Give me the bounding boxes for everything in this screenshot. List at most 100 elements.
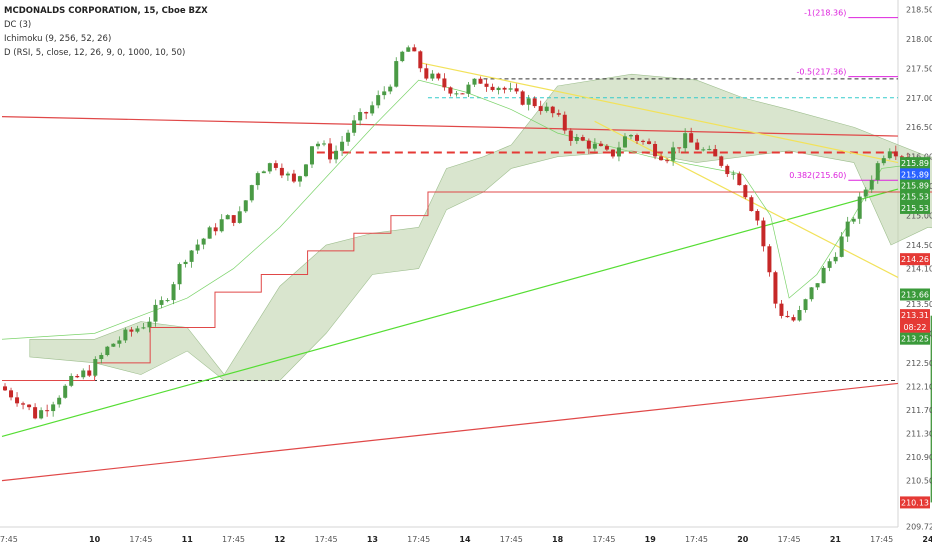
candle (508, 82, 513, 92)
candle (785, 310, 790, 318)
candle (183, 259, 188, 268)
candle-body (376, 95, 381, 106)
candle (460, 93, 465, 95)
candle (15, 392, 20, 407)
x-tick-label-11: 18 (552, 535, 564, 544)
candle-body (412, 47, 417, 52)
candle-body (279, 167, 284, 176)
candle (195, 239, 200, 254)
price-tag-5: 214.26 (900, 253, 930, 266)
price-tag-box (900, 190, 930, 203)
candle-body (580, 137, 585, 141)
candle (659, 152, 664, 161)
candles (3, 44, 928, 420)
candle-body (538, 106, 543, 112)
candle (647, 138, 652, 145)
candle (622, 133, 627, 148)
trendline-3 (418, 61, 899, 164)
candle (478, 76, 483, 84)
candle-body (430, 73, 435, 79)
candle (352, 115, 357, 136)
candle (105, 345, 110, 357)
trendline-1 (1, 382, 899, 482)
candle (887, 148, 892, 160)
candle (743, 184, 748, 200)
candle-body (550, 106, 555, 114)
candle-body (887, 151, 892, 159)
candle (809, 286, 814, 302)
price-tag-label: 08:22 (903, 323, 926, 332)
candle (707, 145, 712, 151)
candle (129, 326, 134, 337)
candle-body (159, 300, 164, 305)
x-tick-label-0: 17:45 (0, 535, 18, 544)
candle-body (33, 407, 38, 419)
candle-body (502, 87, 507, 90)
candle (574, 133, 579, 145)
candle (875, 161, 880, 184)
candle-body (382, 91, 387, 96)
candle-body (346, 132, 351, 142)
candle (147, 317, 152, 333)
candle (628, 134, 633, 140)
candle-body (490, 86, 495, 91)
candle-body (695, 142, 700, 150)
x-tick-label-2: 17:45 (129, 535, 152, 544)
candle (797, 305, 802, 322)
candle-body (243, 200, 248, 212)
candle (3, 383, 8, 392)
candle (309, 146, 314, 168)
candle (159, 296, 164, 309)
y-tick-label-13: 212.10 (906, 382, 932, 391)
candle (442, 73, 447, 91)
candle-body (761, 220, 766, 247)
price-tag-box (900, 496, 930, 509)
legend-d-indicator[interactable]: D (RSI, 5, close, 12, 26, 9, 0, 1000, 10… (4, 48, 186, 58)
candle (394, 57, 399, 88)
candle-body (875, 163, 880, 181)
candle (803, 298, 808, 313)
candle-body (93, 359, 98, 376)
candle-body (604, 146, 609, 150)
candle-body (99, 355, 104, 360)
candle (358, 108, 363, 126)
candle (893, 145, 898, 160)
y-tick-label-9: 214.10 (906, 265, 932, 274)
legend-title[interactable]: MCDONALDS CORPORATION, 15, Cboe BZX (4, 6, 208, 16)
price-tag-label: 214.26 (901, 255, 929, 264)
candle (315, 141, 320, 150)
candle (201, 237, 206, 250)
legend-ichimoku[interactable]: Ichimoku (9, 256, 52, 26) (4, 34, 112, 44)
y-tick-label-2: 217.50 (906, 64, 932, 73)
candle (412, 44, 417, 52)
candle-body (653, 143, 658, 157)
price-tag-0: 215.89 (900, 157, 930, 170)
candle-body (406, 47, 411, 52)
price-tag-box (900, 253, 930, 266)
candle-body (725, 165, 730, 175)
candle-body (195, 244, 200, 251)
candle-body (291, 173, 296, 182)
candle (171, 281, 176, 305)
candle (81, 368, 86, 380)
donchian-line (2, 191, 932, 381)
x-tick-label-19: 24 (922, 535, 932, 544)
candle (123, 327, 128, 343)
candle (388, 84, 393, 95)
candle (51, 401, 56, 417)
candle-body (15, 397, 20, 404)
candle-body (460, 93, 465, 95)
candle (279, 163, 284, 179)
candle-body (592, 143, 597, 149)
candle (731, 170, 736, 180)
candle (755, 209, 760, 226)
candle-body (833, 256, 838, 262)
candle (364, 111, 369, 120)
candle (881, 155, 886, 166)
candle-body (803, 299, 808, 311)
legend-dc[interactable]: DC (3) (4, 20, 32, 30)
candle-body (388, 86, 393, 92)
candle-body (532, 98, 537, 107)
price-tag-3: 215.53 (900, 190, 930, 203)
